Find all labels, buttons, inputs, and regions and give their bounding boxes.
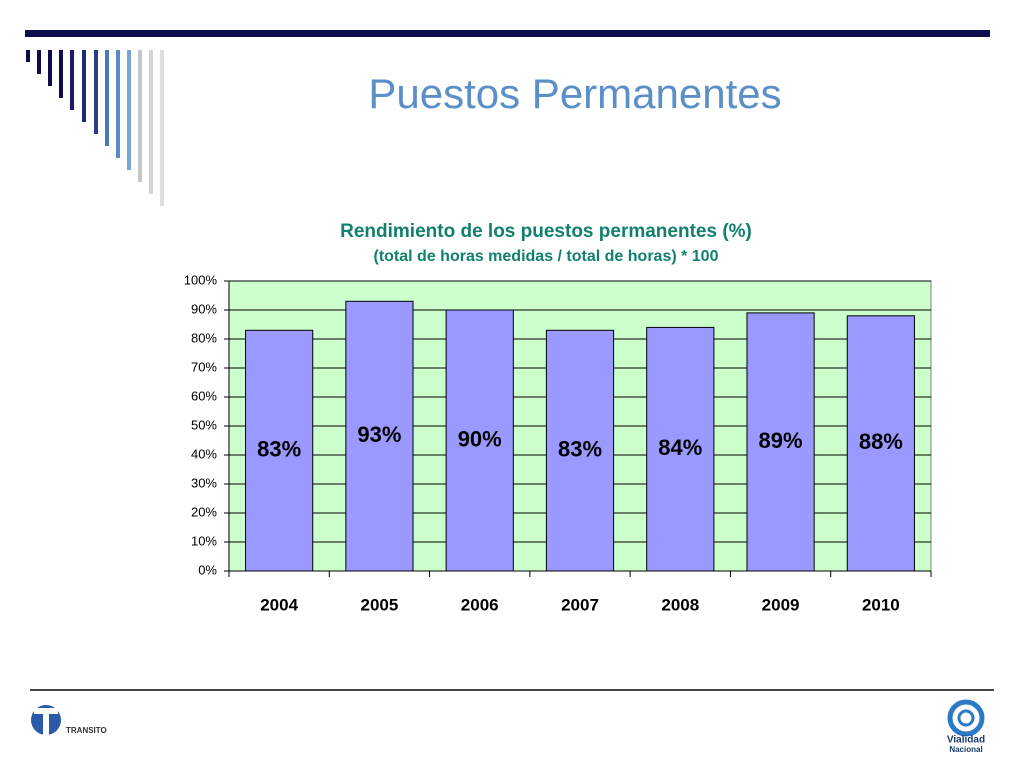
x-tick-label: 2008 xyxy=(661,595,699,614)
slide-title: Puestos Permanentes xyxy=(368,70,781,117)
y-tick-label: 10% xyxy=(191,533,217,548)
bar xyxy=(646,326,715,572)
y-tick-label: 60% xyxy=(191,388,217,403)
data-label: 89% xyxy=(759,428,803,453)
data-label: 93% xyxy=(357,422,401,447)
bar xyxy=(846,315,915,572)
y-tick-label: 100% xyxy=(184,272,218,287)
logo-text: Nacional xyxy=(949,745,982,754)
chart-title: Rendimiento de los puestos permanentes (… xyxy=(340,221,752,242)
x-tick-label: 2009 xyxy=(762,595,800,614)
bar xyxy=(245,329,314,572)
logo-left: TRANSITO xyxy=(31,705,107,738)
x-tick-label: 2006 xyxy=(461,595,499,614)
chart-subtitle: (total de horas medidas / total de horas… xyxy=(374,248,719,265)
y-tick-label: 20% xyxy=(191,504,217,519)
bar xyxy=(746,312,815,572)
bar xyxy=(345,300,414,572)
y-tick-label: 30% xyxy=(191,475,217,490)
data-label: 84% xyxy=(658,435,702,460)
stripes xyxy=(26,50,164,206)
y-tick-label: 90% xyxy=(191,301,217,316)
data-label: 83% xyxy=(257,436,301,461)
x-tick-label: 2005 xyxy=(361,595,399,614)
y-tick-label: 50% xyxy=(191,417,217,432)
bar xyxy=(545,329,615,572)
logo-text: TRANSITO xyxy=(66,726,107,735)
x-tick-label: 2007 xyxy=(561,595,599,614)
y-tick-label: 0% xyxy=(198,562,217,577)
x-tick-label: 2004 xyxy=(260,595,298,614)
logo-right: Vialidad Nacional xyxy=(947,699,985,754)
top-rule xyxy=(25,30,990,37)
y-tick-label: 80% xyxy=(191,330,217,345)
bottom-rule xyxy=(30,689,994,691)
data-label: 88% xyxy=(859,429,903,454)
data-label: 83% xyxy=(558,436,602,461)
y-tick-label: 40% xyxy=(191,446,217,461)
data-label: 90% xyxy=(458,426,502,451)
x-tick-label: 2010 xyxy=(862,595,900,614)
y-tick-label: 70% xyxy=(191,359,217,374)
logo-text: Vialidad xyxy=(947,735,985,746)
bar xyxy=(445,309,514,572)
